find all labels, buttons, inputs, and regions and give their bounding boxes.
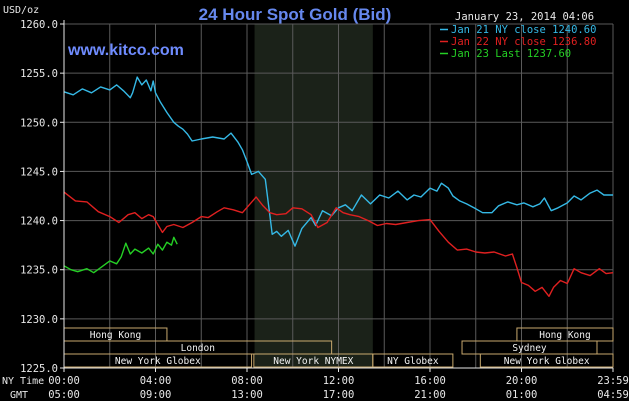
y-tick-label: 1255.0 [20, 68, 58, 80]
session-label: Hong Kong [90, 330, 141, 341]
x-tick-gmt-label: 21:00 [414, 389, 446, 401]
y-tick-label: 1260.0 [20, 19, 58, 31]
session-box [372, 353, 454, 368]
session-box [479, 353, 614, 368]
series-line [63, 191, 614, 297]
x-tick-ny-label: 08:00 [231, 375, 263, 387]
y-tick-label: 1235.0 [20, 265, 58, 277]
x-tick-gmt-label: 01:00 [506, 389, 538, 401]
chart-timestamp: January 23, 2014 04:06 [455, 11, 594, 23]
legend-entry: Jan 22 NY close 1236.80 [451, 36, 596, 48]
x-tick-ny-label: 12:00 [323, 375, 355, 387]
x-axis-gmt-label: GMT [10, 390, 28, 401]
chart-title: 24 Hour Spot Gold (Bid) [199, 5, 392, 24]
session-label: Sydney [512, 343, 547, 354]
session-label: New York Globex [504, 356, 590, 367]
series-line [63, 76, 613, 247]
nymex-session-shading [254, 24, 373, 368]
y-tick-label: 1250.0 [20, 117, 58, 129]
y-tick-label: 1245.0 [20, 166, 58, 178]
y-tick-label: 1240.0 [20, 216, 58, 228]
series-line [63, 236, 178, 274]
x-tick-ny-label: 20:00 [506, 375, 538, 387]
y-axis-unit-label: USD/oz [3, 5, 39, 16]
x-tick-gmt-label: 13:00 [231, 389, 263, 401]
price-series [63, 76, 614, 297]
x-tick-ny-label: 16:00 [414, 375, 446, 387]
session-label: New York Globex [115, 356, 201, 367]
market-session-bars: Hong Kong Hong Kong London Sydney New York G… [63, 327, 614, 368]
x-axis-tick-labels: 00:00 05:00 04:00 09:00 08:00 13:00 12:00 17:00… [48, 368, 629, 401]
session-label: Hong Kong [539, 330, 590, 341]
x-axis-ny-time-label: NY Time [2, 376, 44, 387]
y-tick-label: 1225.0 [20, 363, 58, 375]
y-tick-label: 1230.0 [20, 314, 58, 326]
x-tick-gmt-label: 17:00 [323, 389, 355, 401]
y-axis-tick-labels: 1225.0 1230.0 1235.0 1240.0 1245.0 1250.0 1255… [20, 19, 64, 375]
session-label: NY Globex [387, 356, 439, 367]
x-tick-gmt-label: 09:00 [140, 389, 172, 401]
session-label: New York NYMEX [273, 356, 353, 367]
x-tick-ny-label: 04:00 [140, 375, 172, 387]
x-tick-ny-label: 00:00 [48, 375, 80, 387]
website-watermark: www.kitco.com [67, 42, 184, 59]
x-tick-ny-label: 23:59 [597, 375, 629, 387]
session-label: London [181, 343, 215, 354]
x-tick-gmt-label: 05:00 [48, 389, 80, 401]
legend-entry: Jan 21 NY close 1240.60 [451, 24, 596, 36]
x-tick-gmt-label: 04:59 [597, 389, 629, 401]
legend-entry: Jan 23 Last 1237.60 [451, 48, 571, 60]
